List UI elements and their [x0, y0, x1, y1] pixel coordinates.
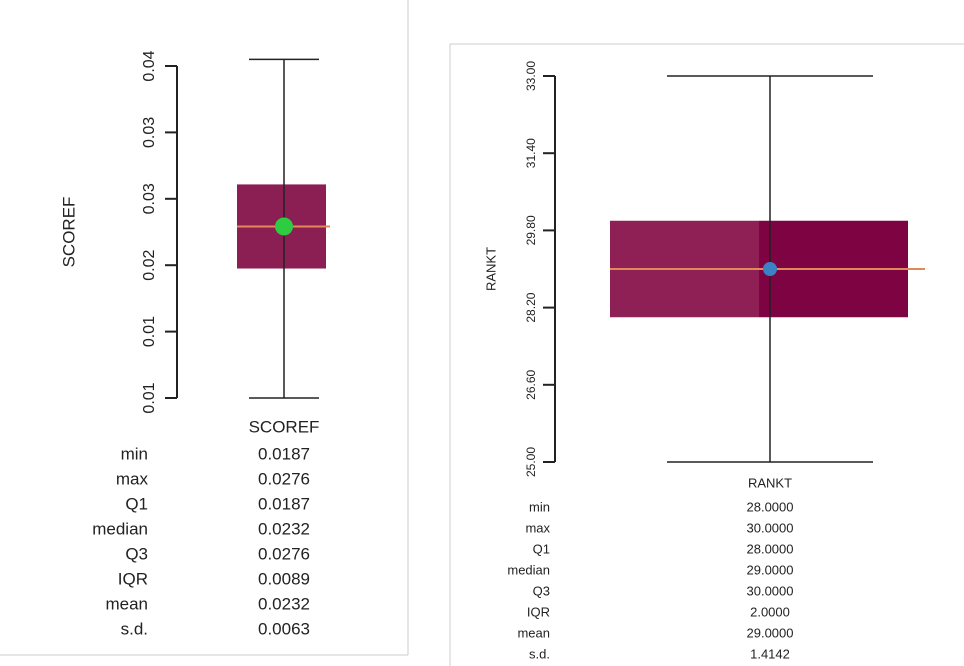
y-tick-label: 25.00 [524, 447, 538, 477]
y-tick-label: 0.01 [141, 382, 158, 413]
stat-value: 0.0276 [258, 544, 310, 563]
stat-name: max [525, 520, 550, 535]
stat-name: Q1 [533, 541, 550, 556]
y-tick-label: 29.80 [524, 215, 538, 245]
stat-name: Q1 [125, 494, 148, 513]
stat-name: mean [105, 594, 148, 613]
stat-name: IQR [118, 569, 148, 588]
y-tick-label: 0.02 [141, 250, 158, 281]
stat-value: 0.0063 [258, 619, 310, 638]
y-tick-label: 33.00 [524, 61, 538, 91]
stat-name: Q3 [533, 583, 550, 598]
stat-name: mean [517, 625, 550, 640]
stat-name: s.d. [121, 619, 148, 638]
stat-value: 0.0232 [258, 519, 310, 538]
y-tick-label: 0.03 [141, 117, 158, 148]
stat-value: 29.0000 [747, 562, 794, 577]
stat-value: 0.0187 [258, 444, 310, 463]
stat-name: median [92, 519, 148, 538]
stat-name: median [507, 562, 550, 577]
stat-value: 1.4142 [750, 646, 790, 661]
stat-value: 0.0187 [258, 494, 310, 513]
y-axis-label: SCOREF [59, 197, 78, 268]
stat-value: 0.0232 [258, 594, 310, 613]
stat-value: 2.0000 [750, 604, 790, 619]
mean-dot [275, 217, 293, 236]
stat-value: 28.0000 [747, 541, 794, 556]
x-label: SCOREF [249, 417, 320, 436]
stat-name: max [116, 469, 149, 488]
stat-value: 30.0000 [747, 520, 794, 535]
stat-value: 30.0000 [747, 583, 794, 598]
stat-value: 28.0000 [747, 499, 794, 514]
y-tick-label: 0.03 [141, 183, 158, 214]
stat-name: min [529, 499, 550, 514]
stat-value: 0.0276 [258, 469, 310, 488]
y-tick-label: 26.60 [524, 369, 538, 399]
stat-value: 0.0089 [258, 569, 310, 588]
stat-name: s.d. [529, 646, 550, 661]
stat-name: Q3 [125, 544, 148, 563]
y-tick-label: 28.20 [524, 292, 538, 322]
y-tick-label: 0.04 [141, 50, 158, 81]
y-axis-label: RANKT [483, 247, 498, 291]
mean-dot [763, 262, 777, 276]
x-label: RANKT [748, 475, 792, 490]
y-tick-label: 31.40 [524, 138, 538, 168]
stat-name: IQR [527, 604, 550, 619]
stat-name: min [121, 444, 148, 463]
stat-value: 29.0000 [747, 625, 794, 640]
y-tick-label: 0.01 [141, 316, 158, 347]
